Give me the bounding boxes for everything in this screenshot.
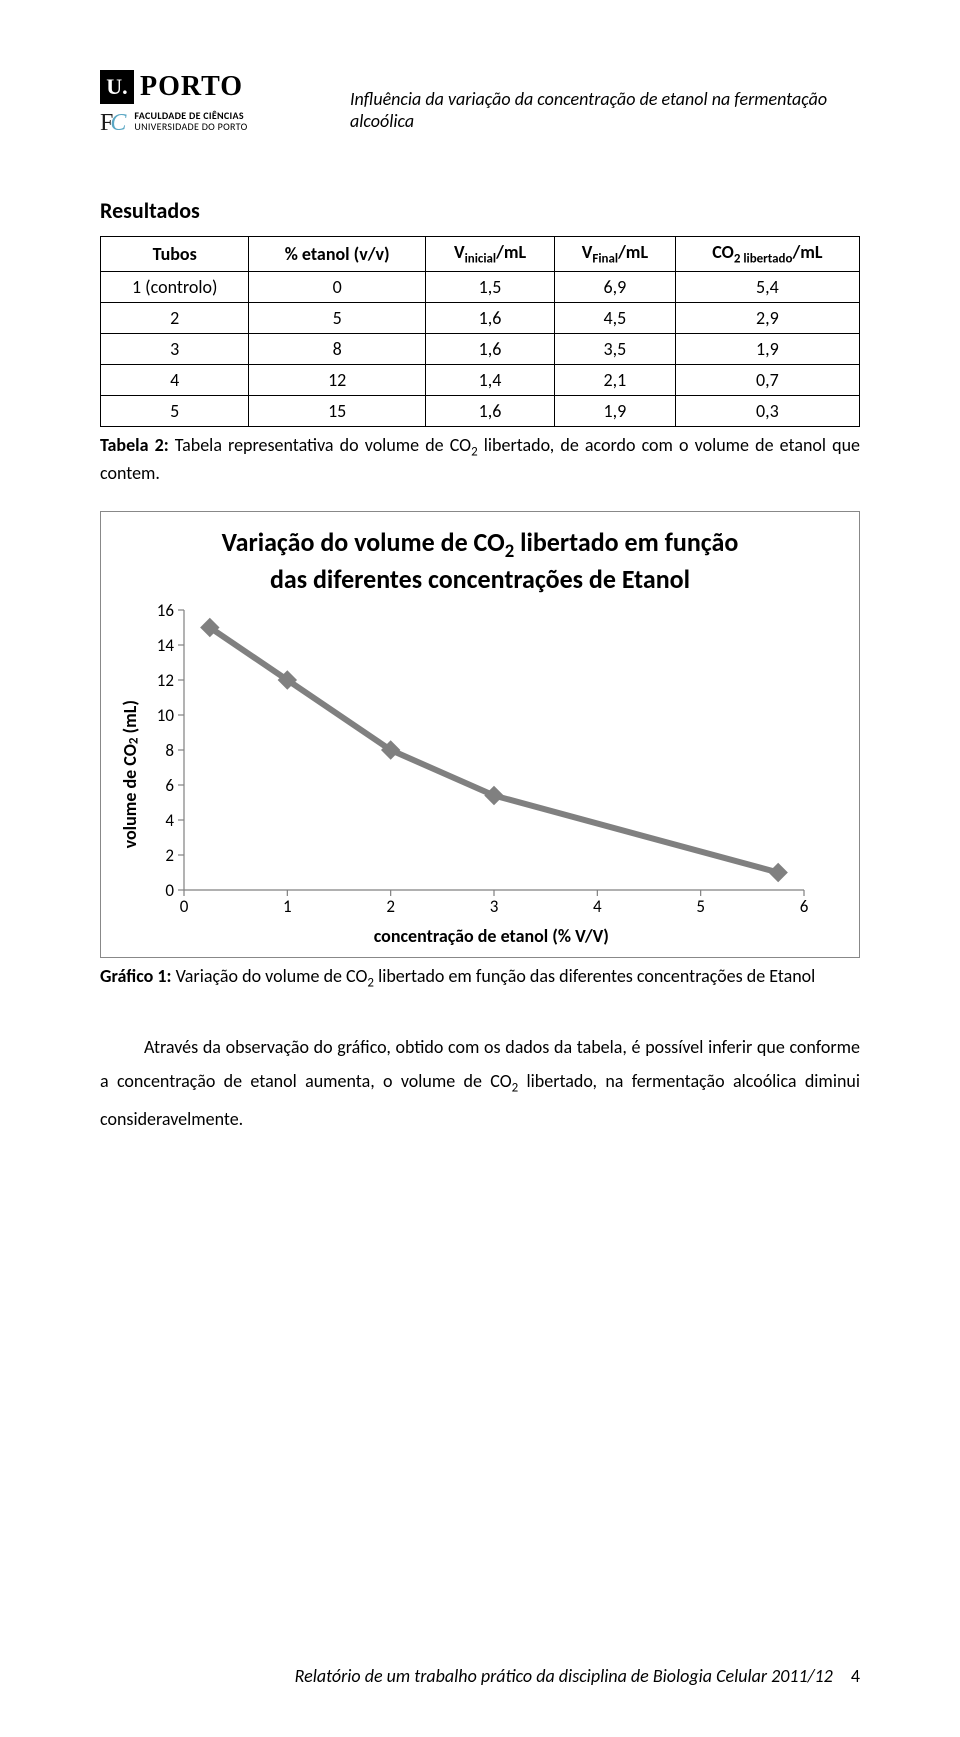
chart-frame: Variação do volume de CO2 libertado em f… [100, 511, 860, 958]
document-running-title: Influência da variação da concentração d… [350, 70, 860, 132]
table-cell: 5 [101, 395, 249, 426]
table-cell: 15 [249, 395, 426, 426]
chart-title-2: das diferentes concentrações de Etanol [270, 563, 690, 595]
table-cell: 1,9 [555, 395, 676, 426]
table-cell: 4,5 [555, 302, 676, 333]
table-caption: Tabela 2: Tabela representativa do volum… [100, 433, 860, 487]
svg-text:0: 0 [179, 896, 188, 917]
svg-text:16: 16 [156, 602, 174, 621]
table-cell: 1,4 [425, 364, 554, 395]
table-cell: 2,1 [555, 364, 676, 395]
ylab-sub: 2 [127, 737, 142, 744]
chart-title-1b: libertado em função [514, 526, 738, 558]
svg-text:0: 0 [165, 880, 174, 901]
table-row: 1 (controlo)01,56,95,4 [101, 271, 860, 302]
porto-word: PORTO [140, 71, 243, 103]
table-row: 251,64,52,9 [101, 302, 860, 333]
chart-caption-a: Variação do volume de CO [172, 965, 368, 987]
chart-plot: 02468101214160123456 [142, 602, 814, 918]
svg-text:8: 8 [165, 740, 174, 761]
svg-text:6: 6 [165, 775, 174, 796]
ylab-a: volume de CO [119, 744, 141, 848]
table-cell: 2,9 [675, 302, 859, 333]
svg-text:5: 5 [696, 896, 705, 917]
fc-badge-icon: FC [100, 110, 126, 137]
chart-title-1a: Variação do volume de CO [222, 526, 505, 558]
table-cell: 1,6 [425, 333, 554, 364]
table-cell: 1 (controlo) [101, 271, 249, 302]
table-row: 381,63,51,9 [101, 333, 860, 364]
table-caption-label: Tabela 2: [100, 434, 169, 456]
svg-text:14: 14 [156, 635, 174, 656]
table-cell: 4 [101, 364, 249, 395]
table-cell: 2 [101, 302, 249, 333]
svg-text:3: 3 [489, 896, 498, 917]
table-header-cell: Tubos [101, 237, 249, 272]
table-cell: 3 [101, 333, 249, 364]
page-header: U. PORTO FC FACULDADE DE CIÊNCIAS UNIVER… [100, 70, 860, 137]
ylab-b: (mL) [119, 700, 141, 738]
table-row: 4121,42,10,7 [101, 364, 860, 395]
section-heading-resultados: Resultados [100, 197, 860, 224]
svg-text:6: 6 [799, 896, 808, 917]
table-cell: 0,3 [675, 395, 859, 426]
table-cell: 12 [249, 364, 426, 395]
svg-text:2: 2 [386, 896, 395, 917]
table-cell: 3,5 [555, 333, 676, 364]
table-row: 5151,61,90,3 [101, 395, 860, 426]
chart-title-sub: 2 [505, 540, 514, 563]
chart-x-axis-label: concentração de etanol (% V/V) [142, 925, 841, 947]
results-table: Tubos% etanol (v/v)Vinicial/mLVFinal/mLC… [100, 236, 860, 427]
svg-text:4: 4 [165, 810, 174, 831]
table-cell: 5,4 [675, 271, 859, 302]
chart-caption-sub: 2 [367, 975, 374, 990]
faculty-text: FACULDADE DE CIÊNCIAS UNIVERSIDADE DO PO… [134, 110, 247, 132]
chart-caption: Gráfico 1: Variação do volume de CO2 lib… [100, 964, 860, 993]
table-cell: 1,9 [675, 333, 859, 364]
table-cell: 1,5 [425, 271, 554, 302]
body-paragraph: Através da observação do gráfico, obtido… [100, 1030, 860, 1136]
svg-text:1: 1 [283, 896, 292, 917]
chart-y-axis-label: volume de CO2 (mL) [119, 700, 142, 848]
chart-caption-b: libertado em função das diferentes conce… [374, 965, 815, 987]
table-caption-sub: 2 [471, 444, 478, 459]
svg-text:4: 4 [593, 896, 602, 917]
chart-caption-label: Gráfico 1: [100, 965, 172, 987]
table-header-cell: CO2 libertado/mL [675, 237, 859, 272]
table-cell: 1,6 [425, 395, 554, 426]
table-cell: 6,9 [555, 271, 676, 302]
table-cell: 1,6 [425, 302, 554, 333]
table-header-cell: Vinicial/mL [425, 237, 554, 272]
svg-text:2: 2 [165, 845, 174, 866]
footer-text: Relatório de um trabalho prático da disc… [295, 1665, 833, 1687]
table-caption-text-a: Tabela representativa do volume de CO [169, 434, 471, 456]
table-cell: 8 [249, 333, 426, 364]
university-logo: U. PORTO FC FACULDADE DE CIÊNCIAS UNIVER… [100, 70, 330, 137]
table-cell: 0 [249, 271, 426, 302]
u-badge-icon: U. [100, 70, 134, 104]
faculty-line2: UNIVERSIDADE DO PORTO [134, 121, 247, 132]
page-footer: Relatório de um trabalho prático da disc… [295, 1665, 860, 1687]
table-header-cell: % etanol (v/v) [249, 237, 426, 272]
table-cell: 0,7 [675, 364, 859, 395]
svg-text:10: 10 [156, 705, 174, 726]
footer-page-number: 4 [851, 1665, 860, 1687]
table-header-cell: VFinal/mL [555, 237, 676, 272]
table-cell: 5 [249, 302, 426, 333]
chart-title: Variação do volume de CO2 libertado em f… [119, 526, 841, 596]
svg-text:12: 12 [156, 670, 173, 691]
